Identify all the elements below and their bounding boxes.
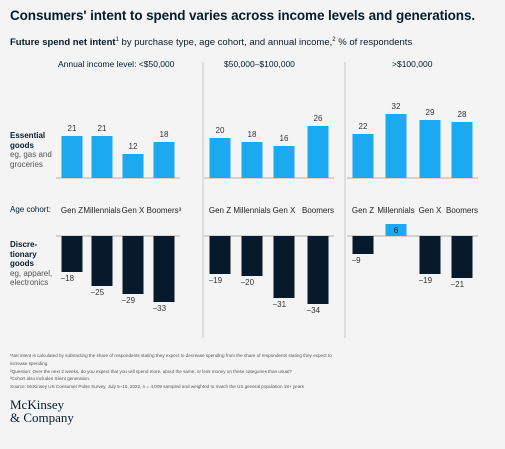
mckinsey-logo: McKinsey & Company xyxy=(10,398,74,424)
subtitle-rest: % of respondents xyxy=(335,37,413,49)
essential-value-label: 21 xyxy=(98,124,107,133)
discretionary-value-label: −21 xyxy=(451,280,465,289)
essential-value-label: 18 xyxy=(160,130,169,139)
discretionary-value-label: −33 xyxy=(153,304,167,313)
footnote-1-cont: increase spending. xyxy=(10,360,49,366)
source-note: Source: McKinsey US Consumer Pulse Surve… xyxy=(10,384,305,390)
discretionary-title: Discre- tionary goods xyxy=(10,240,38,268)
footnote-1: ¹Net intent is calculated by subtracting… xyxy=(10,353,332,358)
discretionary-bar xyxy=(451,236,473,278)
panel-title-mid-income: $50,000–$100,000 xyxy=(224,59,295,69)
discretionary-value-label: −29 xyxy=(122,296,136,305)
essential-value-label: 12 xyxy=(129,142,138,151)
panel-title-high-income: >$100,000 xyxy=(392,59,433,69)
essential-bar xyxy=(307,126,329,178)
essential-value-label: 29 xyxy=(426,108,435,117)
chart-title: Consumers' intent to spend varies across… xyxy=(10,8,476,23)
subtitle-footnote-2: 2 xyxy=(332,37,336,43)
age-cohort-tick-label: Millennials xyxy=(83,206,120,215)
essential-bar xyxy=(419,120,441,178)
age-cohort-tick-label: Millennials xyxy=(233,206,270,215)
discretionary-bar xyxy=(122,236,144,294)
discretionary-bar xyxy=(153,236,175,302)
discretionary-bar xyxy=(273,236,295,298)
essential-value-label: 22 xyxy=(359,122,368,131)
essential-title: Essential goods xyxy=(10,131,46,150)
essential-bar xyxy=(241,142,263,178)
essential-bar xyxy=(352,134,374,178)
subtitle-mid: by purchase type, age cohort, and annual… xyxy=(118,37,333,49)
discretionary-bar xyxy=(61,236,83,272)
essential-bar xyxy=(122,154,144,178)
discretionary-value-label: −25 xyxy=(91,288,105,297)
discretionary-value-label: −20 xyxy=(241,278,255,287)
footnote-3: ³Cohort also includes Silent generation. xyxy=(10,376,91,382)
discretionary-value-label: −18 xyxy=(61,274,75,283)
subtitle-footnote-1: 1 xyxy=(115,37,119,43)
essential-value-label: 32 xyxy=(392,102,401,111)
essential-subtitle: eg, gas and groceries xyxy=(10,150,52,169)
discretionary-value-label: −19 xyxy=(209,276,223,285)
footnote-2: ²Question: Over the next 2 weeks, do you… xyxy=(10,368,292,374)
essential-value-label: 21 xyxy=(68,124,77,133)
discretionary-bar-positive xyxy=(385,224,407,236)
discretionary-value-label: 6 xyxy=(394,226,399,235)
age-cohort-tick-label: Gen Z xyxy=(352,206,374,215)
age-cohort-tick-label: Gen X xyxy=(122,206,145,215)
logo-line-2: & Company xyxy=(10,410,74,425)
bar-chart: 21 Gen Z 21 Millennials 12 Gen X 18 Boomers³ −18… xyxy=(56,62,478,338)
essential-value-label: 20 xyxy=(216,126,225,135)
essential-bar xyxy=(385,114,407,178)
age-cohort-tick-label: Gen Z xyxy=(61,206,83,215)
discretionary-bar xyxy=(209,236,231,274)
essential-bar xyxy=(209,138,231,178)
age-cohort-tick-label: Millennials xyxy=(377,206,414,215)
panel-title-low-income: Annual income level: <$50,000 xyxy=(58,59,175,69)
age-cohort-tick-label: Boomers xyxy=(446,206,478,215)
age-cohort-tick-label: Boomers xyxy=(302,206,334,215)
discretionary-bar xyxy=(307,236,329,304)
discretionary-value-label: −19 xyxy=(419,276,433,285)
discretionary-bar xyxy=(241,236,263,276)
footnotes: ¹Net intent is calculated by subtracting… xyxy=(10,352,498,391)
essential-value-label: 16 xyxy=(280,134,289,143)
age-cohort-label: Age cohort: xyxy=(10,205,51,214)
essential-bar xyxy=(451,122,473,178)
discretionary-bar xyxy=(91,236,113,286)
discretionary-value-label: −34 xyxy=(307,306,321,315)
essential-bar xyxy=(273,146,295,178)
essential-value-label: 28 xyxy=(458,110,467,119)
age-cohort-tick-label: Gen X xyxy=(273,206,296,215)
chart-subtitle: Future spend net intent1 by purchase typ… xyxy=(10,37,412,48)
essential-bar xyxy=(61,136,83,178)
age-cohort-tick-label: Gen Z xyxy=(209,206,231,215)
logo-line-1: McKinsey xyxy=(10,397,65,412)
subtitle-bold: Future spend net intent xyxy=(10,37,116,49)
essential-bar xyxy=(91,136,113,178)
essential-row-label: Essential goods eg, gas and groceries xyxy=(10,131,60,169)
essential-value-label: 18 xyxy=(248,130,257,139)
discretionary-bar xyxy=(419,236,441,274)
age-cohort-tick-label: Gen X xyxy=(419,206,442,215)
essential-bar xyxy=(153,142,175,178)
essential-value-label: 26 xyxy=(314,114,323,123)
discretionary-bar xyxy=(352,236,374,254)
discretionary-value-label: −9 xyxy=(352,256,362,265)
discretionary-row-label: Discre- tionary goods eg, apparel, elect… xyxy=(10,240,54,288)
discretionary-subtitle: eg, apparel, electronics xyxy=(10,268,53,288)
discretionary-value-label: −31 xyxy=(273,300,287,309)
age-cohort-tick-label: Boomers³ xyxy=(147,206,182,215)
